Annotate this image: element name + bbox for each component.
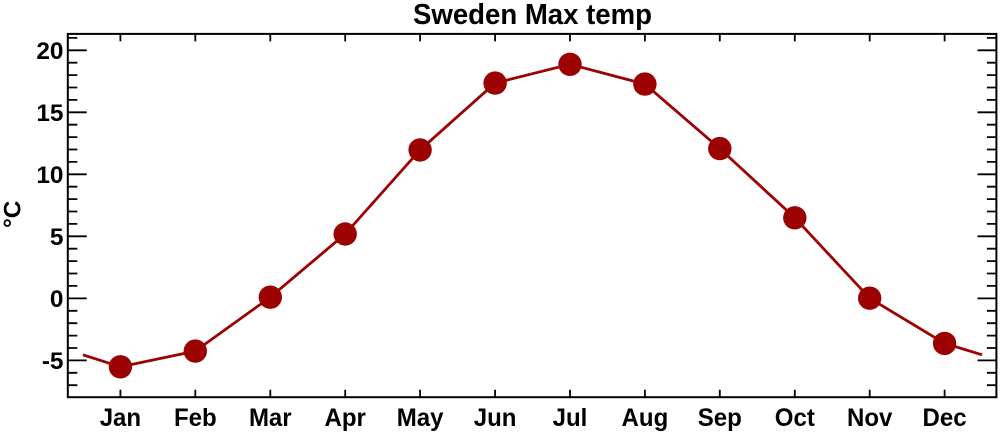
svg-text:May: May: [397, 404, 444, 432]
svg-text:Nov: Nov: [847, 404, 892, 432]
svg-text:Aug: Aug: [622, 404, 669, 432]
svg-text:Oct: Oct: [775, 404, 816, 432]
svg-text:10: 10: [36, 162, 63, 189]
svg-text:°C: °C: [0, 200, 27, 228]
svg-text:Feb: Feb: [174, 404, 217, 432]
svg-text:Mar: Mar: [249, 404, 292, 432]
svg-text:-5: -5: [42, 348, 64, 375]
svg-text:Jan: Jan: [100, 404, 141, 432]
svg-text:Jun: Jun: [474, 404, 517, 432]
svg-text:15: 15: [36, 100, 63, 127]
svg-text:0: 0: [50, 286, 64, 313]
svg-text:Apr: Apr: [325, 404, 367, 432]
svg-text:Dec: Dec: [923, 404, 967, 432]
svg-text:5: 5: [50, 224, 64, 251]
svg-text:Sweden Max temp: Sweden Max temp: [413, 0, 652, 31]
svg-text:Sep: Sep: [698, 404, 742, 432]
svg-text:Jul: Jul: [553, 404, 588, 432]
svg-text:20: 20: [36, 38, 63, 65]
